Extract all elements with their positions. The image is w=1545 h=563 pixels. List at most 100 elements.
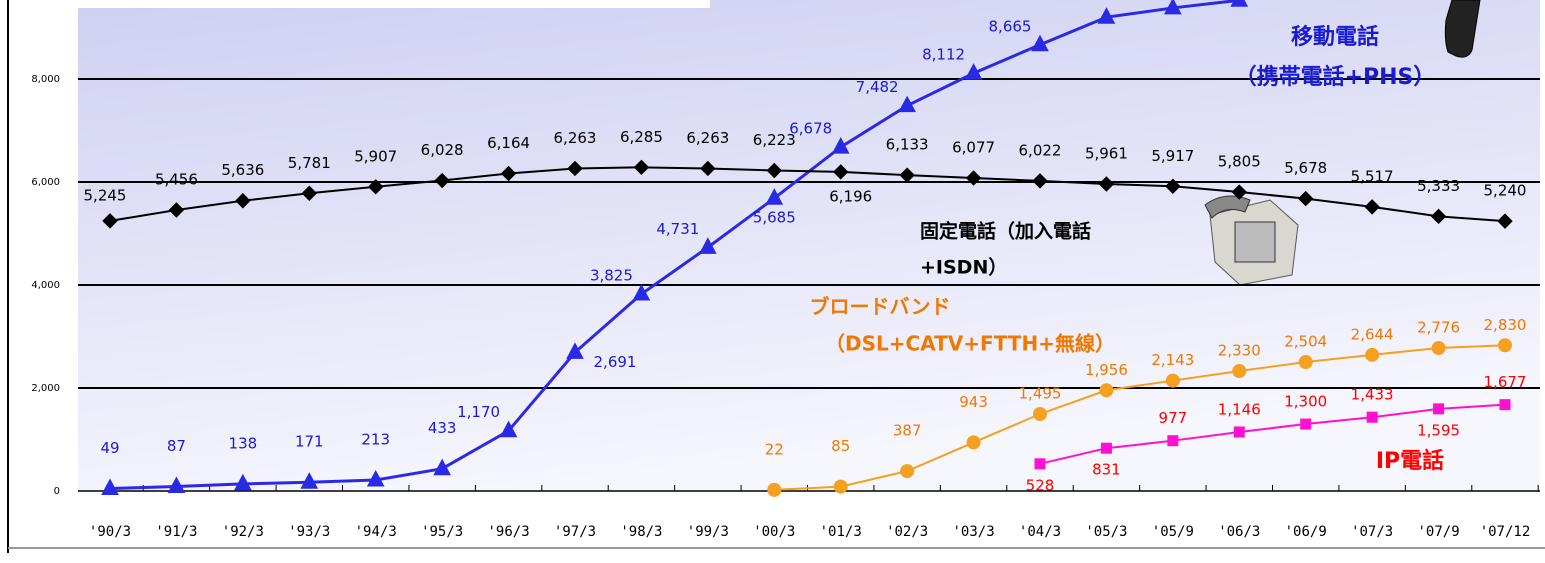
marker: [1299, 356, 1312, 369]
series-annotation: 固定電話（加入電話: [920, 220, 1091, 243]
data-label: 5,245: [84, 186, 127, 204]
data-label: 1,433: [1351, 386, 1394, 404]
x-tick-label: '03/3: [952, 524, 994, 540]
x-tick-label: '99/3: [687, 524, 729, 540]
marker: [1166, 374, 1179, 387]
data-label: 1,495: [1019, 385, 1062, 403]
data-label: 5,517: [1351, 167, 1394, 185]
data-label: 6,263: [686, 129, 729, 147]
data-label: 2,644: [1351, 325, 1394, 343]
data-label: 5,678: [1284, 159, 1327, 177]
data-label: 1,170: [457, 403, 500, 421]
marker: [1231, 0, 1247, 6]
x-tick-label: '05/9: [1152, 524, 1194, 540]
marker: [768, 483, 781, 496]
data-label: 2,330: [1218, 342, 1261, 360]
series-annotation: 移動電話: [1291, 24, 1379, 50]
data-label: 1,146: [1218, 400, 1261, 418]
data-label: 1,677: [1484, 373, 1527, 391]
x-tick-label: '00/3: [753, 524, 795, 540]
data-label: 8,112: [922, 46, 965, 64]
data-label: 6,223: [753, 131, 796, 149]
data-label: 6,263: [554, 129, 597, 147]
x-tick-label: '98/3: [620, 524, 662, 540]
data-label: 1,956: [1085, 361, 1128, 379]
series-annotation: （携帯電話+PHS）: [1235, 64, 1436, 90]
data-label: 5,805: [1218, 153, 1261, 171]
x-tick-label: '92/3: [222, 524, 264, 540]
data-label: 171: [295, 433, 324, 451]
data-label: 6,196: [829, 187, 872, 205]
x-tick-label: '02/3: [886, 524, 928, 540]
data-label: 5,240: [1484, 182, 1527, 200]
data-label: 5,333: [1417, 177, 1460, 195]
series-annotation: IP電話: [1376, 448, 1444, 474]
data-label: 5,961: [1085, 145, 1128, 163]
marker: [1367, 412, 1377, 422]
data-label: 3,825: [590, 267, 633, 285]
marker: [1434, 404, 1444, 414]
data-label: 2,504: [1284, 333, 1327, 351]
data-label: 7,482: [856, 78, 899, 96]
data-label: 6,164: [487, 134, 530, 152]
marker: [1168, 436, 1178, 446]
data-label: 943: [959, 393, 988, 411]
data-label: 87: [167, 437, 186, 455]
data-label: 831: [1092, 461, 1121, 479]
data-label: 22: [765, 440, 784, 458]
marker: [1301, 419, 1311, 429]
y-tick-label: 4,000: [31, 280, 60, 291]
data-label: 5,917: [1151, 147, 1194, 165]
data-label: 6,133: [886, 136, 929, 154]
x-tick-label: '07/3: [1351, 524, 1393, 540]
data-label: 1,300: [1284, 393, 1327, 411]
x-tick-label: '95/3: [421, 524, 463, 540]
data-label: 6,077: [952, 139, 995, 157]
series-annotation: （DSL+CATV+FTTH+無線）: [825, 332, 1115, 356]
x-tick-label: '97/3: [554, 524, 596, 540]
data-label: 2,143: [1151, 351, 1194, 369]
marker: [1234, 427, 1244, 437]
marker: [1233, 365, 1246, 378]
x-tick-label: '01/3: [820, 524, 862, 540]
data-label: 5,456: [155, 171, 198, 189]
y-tick-label: 6,000: [31, 177, 60, 188]
data-label: 8,665: [989, 17, 1032, 35]
data-label: 2,691: [594, 353, 637, 371]
marker: [1101, 443, 1111, 453]
marker: [1432, 342, 1445, 355]
series-annotation: +ISDN）: [920, 256, 1007, 279]
series-annotation: ブロードバンド: [810, 295, 951, 319]
data-label: 5,907: [354, 147, 397, 165]
data-label: 2,776: [1417, 319, 1460, 337]
y-tick-label: 2,000: [31, 383, 60, 394]
x-tick-label: '93/3: [288, 524, 330, 540]
chart: 0 2,000 4,000 6,000 8,000 '90/3 '91/3 '92/3 '93/…: [0, 0, 1545, 563]
x-tick-label: '04/3: [1019, 524, 1061, 540]
marker: [967, 436, 980, 449]
data-label: 5,636: [221, 161, 264, 179]
data-label: 5,685: [753, 209, 796, 227]
marker: [1366, 348, 1379, 361]
y-tick-label: 0: [54, 486, 60, 497]
marker: [1034, 408, 1047, 421]
marker: [834, 480, 847, 493]
data-label: 977: [1159, 409, 1188, 427]
legend-box-edge: [78, 0, 710, 8]
x-tick-label: '06/3: [1218, 524, 1260, 540]
x-tick-label: '06/9: [1285, 524, 1327, 540]
x-tick-label: '91/3: [155, 524, 197, 540]
data-label: 85: [831, 437, 850, 455]
marker: [1500, 400, 1510, 410]
y-tick-label: 8,000: [31, 74, 60, 85]
data-label: 528: [1026, 476, 1055, 494]
data-label: 138: [229, 434, 258, 452]
marker: [901, 465, 914, 478]
x-tick-label: '90/3: [89, 524, 131, 540]
data-label: 4,731: [656, 220, 699, 238]
marker: [1035, 459, 1045, 469]
x-tick-label: '96/3: [487, 524, 529, 540]
x-tick-label: '05/3: [1085, 524, 1127, 540]
data-label: 387: [893, 422, 922, 440]
data-label: 2,830: [1484, 316, 1527, 334]
